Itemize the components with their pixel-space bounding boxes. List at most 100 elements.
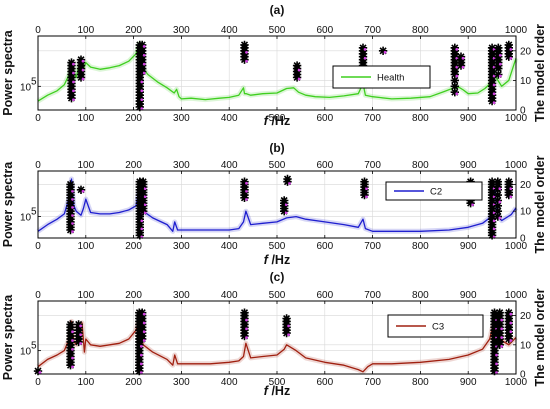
x-tick-label-bottom: 800 xyxy=(412,113,429,124)
x-tick-label-bottom: 200 xyxy=(125,377,142,388)
legend: Health xyxy=(332,65,431,89)
stability-marker xyxy=(139,177,148,186)
chart-panel-2: 0010010020020030030040040050050060060070… xyxy=(1,141,547,267)
x-axis-label-symbol: f xyxy=(264,384,270,398)
x-tick-label-top: 500 xyxy=(269,290,286,301)
legend: C3 xyxy=(387,314,484,338)
stability-marker xyxy=(378,46,388,55)
stability-point xyxy=(245,327,248,331)
x-tick-label-top: 300 xyxy=(173,290,190,301)
stability-markers xyxy=(67,40,513,112)
stability-marker xyxy=(283,174,292,184)
y2-tick-label: 20 xyxy=(520,46,532,57)
stability-point xyxy=(287,324,290,328)
stability-point xyxy=(509,312,513,316)
stability-point xyxy=(72,71,75,75)
stability-marker xyxy=(66,180,75,189)
legend-label: C2 xyxy=(430,187,442,198)
stability-point xyxy=(72,80,75,84)
stability-marker xyxy=(493,196,502,205)
stability-point xyxy=(509,47,513,51)
stability-point xyxy=(509,330,513,334)
x-tick-label-bottom: 700 xyxy=(364,241,381,252)
x-tick-label-bottom: 0 xyxy=(35,377,41,388)
x-tick-label-top: 500 xyxy=(269,160,286,171)
y-axis-label-right: The model order xyxy=(533,24,547,122)
chart-panel-1: 0010010020020030030040040050050060060070… xyxy=(1,3,547,128)
stability-point xyxy=(461,65,465,69)
x-tick-label-top: 100 xyxy=(77,25,94,36)
x-tick-label-bottom: 100 xyxy=(77,241,94,252)
legend-box xyxy=(332,65,431,89)
y-axis-label: Power spectra xyxy=(1,29,15,116)
stability-point xyxy=(297,77,301,81)
x-tick-label-bottom: 0 xyxy=(35,241,41,252)
x-tick-label-bottom: 200 xyxy=(125,113,142,124)
x-tick-label-top: 400 xyxy=(221,290,238,301)
stability-point xyxy=(288,181,291,185)
stability-point xyxy=(140,80,144,84)
stability-point xyxy=(71,330,74,334)
stability-point xyxy=(140,89,144,93)
stability-point xyxy=(495,362,498,366)
stability-marker xyxy=(280,196,289,205)
x-tick-label-bottom: 500 xyxy=(269,377,286,388)
x-tick-label-bottom: 300 xyxy=(173,377,190,388)
stability-point xyxy=(142,330,146,334)
x-tick-label-top: 600 xyxy=(316,25,333,36)
panel-title: (c) xyxy=(270,270,285,284)
stability-point xyxy=(72,98,75,102)
stability-point xyxy=(79,341,83,345)
x-axis-label-symbol: f xyxy=(264,114,270,128)
y-axis-label: Power spectra xyxy=(1,161,15,248)
stability-marker xyxy=(456,52,466,61)
stability-marker xyxy=(504,177,513,186)
stability-marker xyxy=(494,43,503,52)
x-tick-label-top: 0 xyxy=(35,160,41,171)
stability-marker xyxy=(450,76,459,85)
stability-marker xyxy=(494,70,503,79)
stability-point xyxy=(143,195,147,199)
x-tick-label-bottom: 800 xyxy=(412,241,429,252)
stability-point xyxy=(81,189,85,193)
stability-point xyxy=(498,74,502,78)
stability-marker xyxy=(493,177,502,186)
stability-point xyxy=(143,211,147,215)
x-tick-label-top: 700 xyxy=(364,160,381,171)
stability-marker xyxy=(240,40,249,50)
legend-box xyxy=(385,181,483,201)
stability-marker xyxy=(240,177,249,186)
stability-point xyxy=(139,362,143,366)
stability-point xyxy=(500,336,504,339)
y-tick-exponent: 5 xyxy=(31,76,37,87)
x-tick-label-bottom: 400 xyxy=(221,241,238,252)
stability-point xyxy=(140,98,144,102)
x-tick-label-bottom: 700 xyxy=(364,113,381,124)
x-tick-label-bottom: 900 xyxy=(460,377,477,388)
y-axis-label-right: The model order xyxy=(533,288,547,386)
stability-point xyxy=(140,227,144,231)
y-tick-exponent: 5 xyxy=(31,341,37,352)
stability-marker xyxy=(240,308,249,317)
x-tick-label-top: 800 xyxy=(412,160,429,171)
stability-marker xyxy=(282,314,291,323)
stability-marker xyxy=(450,88,459,97)
x-axis-label-symbol: f xyxy=(264,253,270,267)
legend-label: Health xyxy=(377,73,404,84)
stability-point xyxy=(297,68,301,72)
stability-point xyxy=(143,187,147,190)
stability-marker xyxy=(450,43,459,52)
x-tick-label-top: 1000 xyxy=(505,160,528,171)
x-tick-label-bottom: 1000 xyxy=(505,241,528,252)
x-axis-label-unit: /Hz xyxy=(268,384,290,398)
x-tick-label-bottom: 600 xyxy=(316,113,333,124)
stability-marker xyxy=(493,201,502,210)
x-tick-label-top: 900 xyxy=(460,160,477,171)
stability-point xyxy=(140,107,144,110)
x-tick-label-bottom: 100 xyxy=(77,377,94,388)
stability-point xyxy=(365,195,368,199)
stability-point xyxy=(71,356,74,360)
series-line xyxy=(37,318,517,373)
stability-point xyxy=(498,62,502,66)
x-axis-label: f /Hz xyxy=(264,384,290,398)
